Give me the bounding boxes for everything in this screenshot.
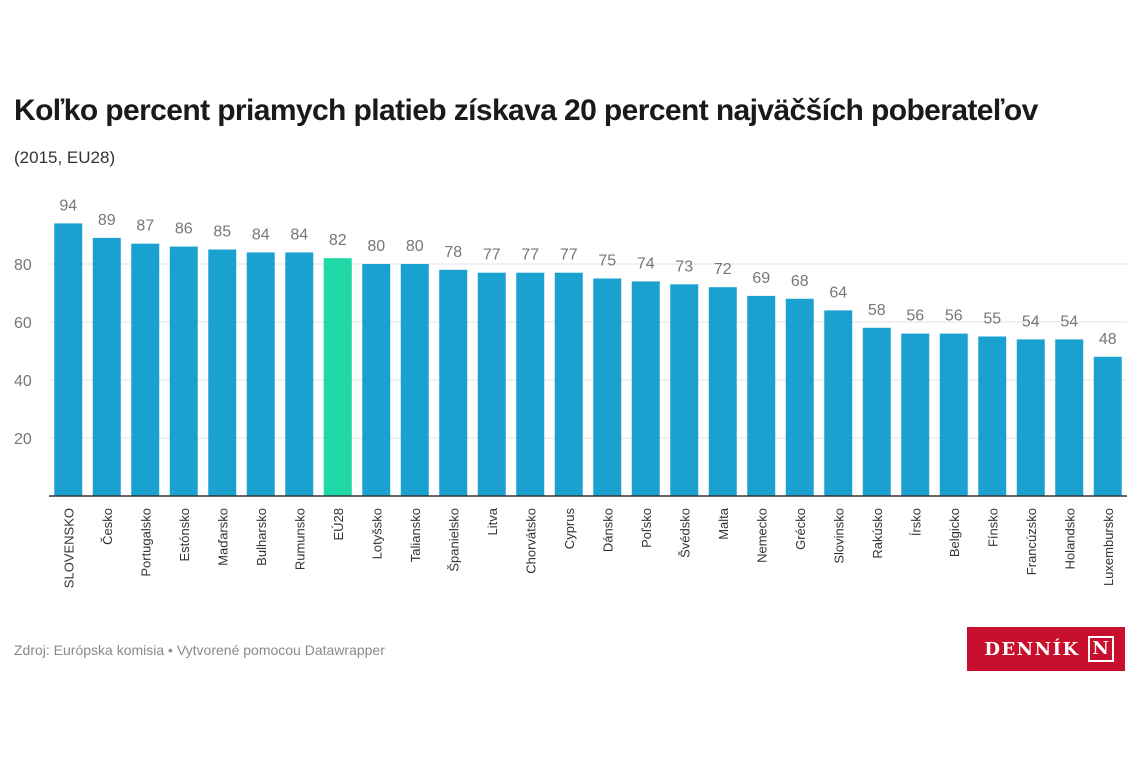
value-label: 80 xyxy=(406,238,424,255)
category-label: Chorvátsko xyxy=(523,508,538,574)
bar[interactable] xyxy=(362,264,391,496)
value-label: 54 xyxy=(1060,313,1078,330)
bar[interactable] xyxy=(978,336,1007,497)
bar[interactable] xyxy=(747,295,776,496)
bar[interactable] xyxy=(400,264,429,496)
value-label: 72 xyxy=(714,261,732,278)
category-label: Rumunsko xyxy=(292,508,307,570)
bar[interactable] xyxy=(439,269,468,496)
bar[interactable] xyxy=(939,333,968,496)
bar[interactable] xyxy=(246,252,275,496)
category-label: Bulharsko xyxy=(254,508,269,566)
bar[interactable] xyxy=(54,223,83,496)
category-label: Belgicko xyxy=(947,508,962,557)
category-label: Francúzsko xyxy=(1024,508,1039,575)
logo-n-mark: N xyxy=(1092,638,1109,659)
category-label: Cyprus xyxy=(562,508,577,550)
source-note: Zdroj: Európska komisia • Vytvorené pomo… xyxy=(14,642,385,658)
value-label: 75 xyxy=(598,253,616,270)
bar[interactable] xyxy=(554,272,583,496)
value-label: 84 xyxy=(290,226,308,243)
value-label: 86 xyxy=(175,221,193,238)
logo-text: DENNÍK xyxy=(984,638,1080,660)
bar[interactable] xyxy=(593,278,622,497)
bar[interactable] xyxy=(862,327,891,496)
bar[interactable] xyxy=(323,258,352,496)
category-label: Taliansko xyxy=(408,508,423,562)
bar[interactable] xyxy=(516,272,545,496)
y-tick-label: 20 xyxy=(14,431,32,448)
y-tick-label: 80 xyxy=(14,257,32,274)
value-label: 54 xyxy=(1022,313,1040,330)
value-label: 77 xyxy=(521,247,539,264)
category-label: Dánsko xyxy=(600,508,615,552)
category-label: Fínsko xyxy=(985,508,1000,547)
bar[interactable] xyxy=(1055,339,1084,496)
bar[interactable] xyxy=(670,284,699,496)
category-label: Holandsko xyxy=(1062,508,1077,569)
category-label: Estónsko xyxy=(177,508,192,561)
value-label: 89 xyxy=(98,212,116,229)
value-label: 85 xyxy=(213,224,231,241)
bar[interactable] xyxy=(285,252,314,496)
category-label: Švédsko xyxy=(677,508,692,558)
value-label: 69 xyxy=(752,270,770,287)
chart-title: Koľko percent priamych platieb získava 2… xyxy=(14,94,1038,127)
category-label: Írsko xyxy=(908,508,923,536)
value-label: 56 xyxy=(906,308,924,325)
bar[interactable] xyxy=(477,272,506,496)
category-label: Grécko xyxy=(793,508,808,550)
bar[interactable] xyxy=(131,243,160,496)
value-label: 87 xyxy=(136,218,154,235)
category-label: Portugalsko xyxy=(138,508,153,577)
category-label: Poľsko xyxy=(639,508,654,548)
chart-subtitle: (2015, EU28) xyxy=(14,148,116,167)
category-label: Luxembursko xyxy=(1101,508,1116,586)
value-label: 73 xyxy=(675,258,693,275)
category-label: Malta xyxy=(716,507,731,540)
value-label: 64 xyxy=(829,284,847,301)
bar[interactable] xyxy=(169,246,198,496)
bar[interactable] xyxy=(208,249,237,497)
value-label: 77 xyxy=(483,247,501,264)
category-label: Španielsko xyxy=(446,508,461,572)
category-label: Slovinsko xyxy=(831,508,846,564)
value-label: 84 xyxy=(252,226,270,243)
bar-chart: 20 40 60 80 94 SLOVENSKO 89 Česko 87 Portugalsko 8… xyxy=(14,197,1127,588)
value-label: 94 xyxy=(59,197,77,214)
value-label: 78 xyxy=(444,244,462,261)
value-label: 77 xyxy=(560,247,578,264)
y-tick-label: 60 xyxy=(14,315,32,332)
bar[interactable] xyxy=(901,333,930,496)
bar[interactable] xyxy=(824,310,853,496)
value-label: 68 xyxy=(791,273,809,290)
bar[interactable] xyxy=(92,237,121,496)
value-label: 80 xyxy=(367,238,385,255)
category-label: Nemecko xyxy=(754,508,769,563)
value-label: 82 xyxy=(329,232,347,249)
category-label: EÚ28 xyxy=(331,508,346,541)
value-label: 48 xyxy=(1099,331,1117,348)
bar[interactable] xyxy=(631,281,660,496)
y-tick-label: 40 xyxy=(14,373,32,390)
bar[interactable] xyxy=(785,298,814,496)
value-label: 58 xyxy=(868,302,886,319)
category-label: Maďarsko xyxy=(215,508,230,566)
category-label: Česko xyxy=(100,508,115,545)
category-label: Litva xyxy=(485,507,500,535)
dennik-n-logo[interactable]: DENNÍK N xyxy=(967,627,1125,671)
value-label: 56 xyxy=(945,308,963,325)
bar[interactable] xyxy=(1016,339,1045,496)
category-label: Rakúsko xyxy=(870,508,885,559)
value-label: 74 xyxy=(637,255,655,272)
logo-n-box: N xyxy=(1087,636,1114,662)
bar[interactable] xyxy=(1093,356,1122,496)
category-label: Lotyšsko xyxy=(369,508,384,559)
bar[interactable] xyxy=(708,287,737,496)
value-label: 55 xyxy=(983,311,1001,328)
category-label: SLOVENSKO xyxy=(61,508,76,588)
